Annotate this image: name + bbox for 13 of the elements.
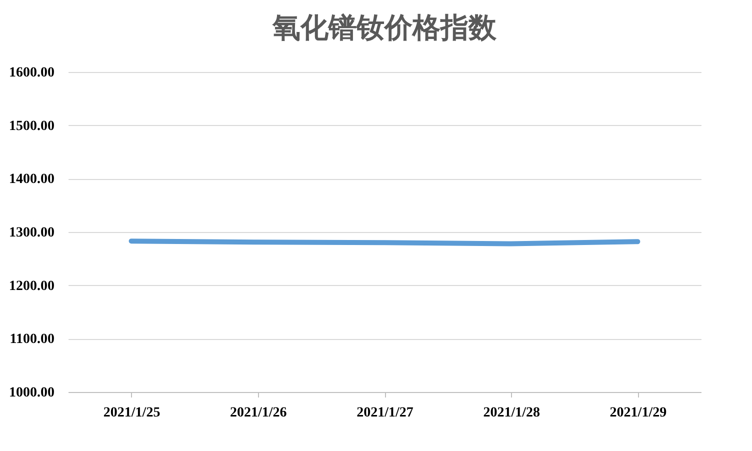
x-tick-label: 2021/1/29 <box>610 406 667 420</box>
y-tick-label: 1000.00 <box>9 386 54 400</box>
chart-title: 氧化镨钕价格指数 <box>272 11 498 44</box>
y-tick-label: 1500.00 <box>9 118 54 134</box>
y-tick-label: 1100.00 <box>10 332 54 348</box>
y-tick-label: 1200.00 <box>9 278 54 294</box>
x-tick-label: 2021/1/27 <box>356 406 414 420</box>
y-tick-label: 1300.00 <box>9 226 54 240</box>
x-tick-label: 2021/1/28 <box>483 406 540 420</box>
x-tick-label: 2021/1/26 <box>230 406 287 420</box>
y-tick-label: 1600.00 <box>9 66 54 80</box>
y-tick-label: 1400.00 <box>9 172 54 188</box>
x-tick-label: 2021/1/25 <box>103 406 160 420</box>
